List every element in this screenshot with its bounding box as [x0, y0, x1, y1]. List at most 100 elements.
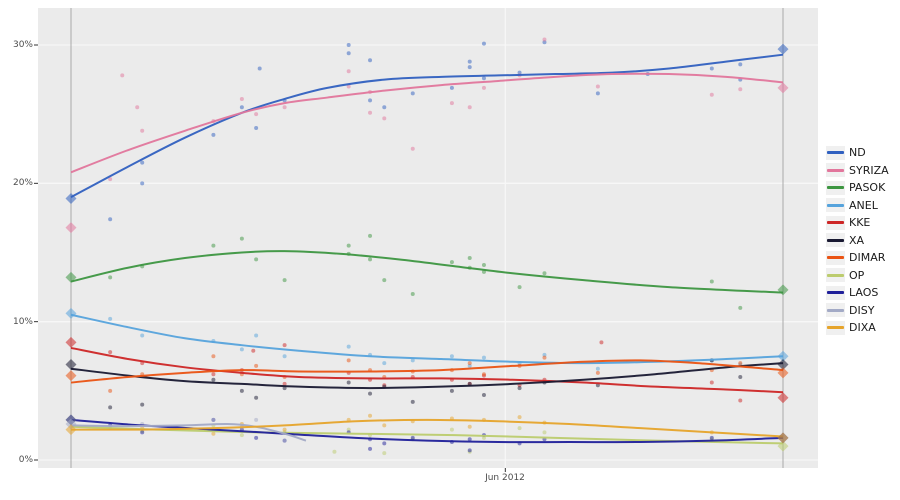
poll-point — [709, 380, 714, 385]
poll-point — [467, 424, 472, 429]
x-tick-label: Jun 2012 — [485, 473, 525, 483]
legend-label: OP — [849, 268, 865, 282]
legend-label: DIMAR — [849, 251, 886, 265]
trend-line-pasok — [70, 250, 784, 294]
poll-point — [517, 70, 522, 75]
poll-point — [254, 435, 259, 440]
legend-item-syriza: SYRIZA — [826, 162, 900, 180]
y-tick-label-10: 10% — [12, 317, 33, 327]
legend-line-swatch — [827, 186, 844, 190]
poll-point — [481, 76, 486, 81]
poll-point — [254, 417, 259, 422]
poll-point — [239, 433, 244, 438]
poll-point — [346, 243, 351, 248]
poll-point — [410, 146, 415, 151]
legend-line-swatch — [827, 151, 844, 155]
legend-key-nd — [826, 145, 845, 160]
legend-item-xa: XA — [826, 232, 900, 250]
poll-point — [346, 427, 351, 432]
poll-point — [467, 363, 472, 368]
poll-point — [449, 85, 454, 90]
legend-item-disy: DISY — [826, 302, 900, 320]
poll-point — [738, 361, 743, 366]
trend-line-dixa — [70, 418, 784, 438]
poll-point — [382, 451, 387, 456]
poll-point — [108, 350, 113, 355]
poll-point — [140, 181, 145, 186]
legend-line-swatch — [827, 308, 844, 312]
poll-point — [542, 430, 547, 435]
legend-key-anel — [826, 198, 845, 213]
legend-line-swatch — [827, 291, 844, 295]
election-result-marker-dixa — [777, 432, 789, 444]
poll-point — [595, 370, 600, 375]
poll-point — [738, 375, 743, 380]
legend-item-dimar: DIMAR — [826, 249, 900, 267]
poll-point — [481, 372, 486, 377]
legend-label: SYRIZA — [849, 163, 889, 177]
poll-point — [120, 73, 125, 78]
trend-line-syriza — [70, 72, 784, 174]
legend-item-anel: ANEL — [826, 197, 900, 215]
legend-item-laos: LAOS — [826, 284, 900, 302]
legend-key-laos — [826, 285, 845, 300]
poll-point — [346, 43, 351, 48]
legend-key-kke — [826, 215, 845, 230]
poll-point — [211, 243, 216, 248]
poll-point — [211, 377, 216, 382]
poll-point — [738, 87, 743, 92]
poll-point — [282, 105, 287, 110]
poll-point — [382, 105, 387, 110]
poll-point — [467, 65, 472, 70]
poll-point — [481, 392, 486, 397]
poll-point — [595, 91, 600, 96]
poll-point — [449, 101, 454, 106]
legend-line-swatch — [827, 326, 844, 330]
y-tick-label-30: 30% — [12, 40, 33, 50]
legend-key-syriza — [826, 163, 845, 178]
election-result-marker-disy — [65, 418, 77, 430]
poll-point — [481, 41, 486, 46]
poll-point — [368, 233, 373, 238]
legend-item-nd: ND — [826, 144, 900, 162]
poll-point — [282, 343, 287, 348]
poll-point — [257, 66, 262, 71]
poll-point — [239, 388, 244, 393]
poll-points-xa — [108, 358, 743, 410]
y-tick-label-20: 20% — [12, 178, 33, 188]
poll-point — [108, 217, 113, 222]
chart-legend: ND SYRIZA PASOK ANEL KKE XA DIMAR OP LAOS DISY DIX… — [826, 144, 900, 337]
election-result-marker-xa — [777, 359, 789, 371]
poll-point — [211, 372, 216, 377]
poll-point — [346, 344, 351, 349]
poll-point — [382, 441, 387, 446]
poll-point — [211, 132, 216, 137]
poll-point — [517, 386, 522, 391]
poll-point — [368, 413, 373, 418]
poll-point — [254, 257, 259, 262]
poll-point — [738, 62, 743, 67]
poll-points-nd — [108, 40, 743, 222]
poll-point — [481, 355, 486, 360]
trend-line-disy — [70, 423, 307, 442]
poll-point — [211, 431, 216, 436]
legend-label: KKE — [849, 216, 871, 230]
poll-point — [368, 98, 373, 103]
poll-point — [738, 398, 743, 403]
legend-line-swatch — [827, 238, 844, 242]
poll-point — [467, 256, 472, 261]
legend-item-pasok: PASOK — [826, 179, 900, 197]
legend-key-xa — [826, 233, 845, 248]
election-result-marker-syriza — [65, 222, 77, 234]
poll-point — [239, 105, 244, 110]
election-result-marker-dimar — [65, 370, 77, 382]
poll-point — [368, 391, 373, 396]
poll-point — [346, 358, 351, 363]
legend-label: PASOK — [849, 181, 886, 195]
poll-point — [108, 177, 113, 182]
poll-point — [467, 59, 472, 64]
poll-point — [346, 380, 351, 385]
legend-label: XA — [849, 233, 865, 247]
trend-line-dimar — [70, 359, 784, 384]
poll-point — [382, 361, 387, 366]
